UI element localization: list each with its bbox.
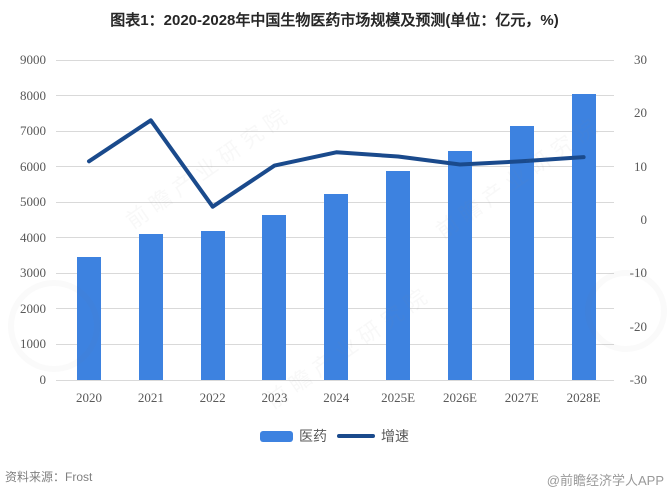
bar-2023	[262, 214, 287, 380]
x-axis-label-2027E: 2027E	[504, 390, 539, 405]
x-axis-label-2024: 2024	[323, 390, 350, 405]
gridline	[56, 59, 614, 61]
y-axis-right-tick-label: 30	[634, 52, 647, 67]
y-axis-right-tick-label: -30	[629, 372, 647, 387]
legend-line-label: 增速	[381, 428, 409, 444]
y-axis-left-tick-label: 5000	[20, 194, 46, 210]
y-axis-left-tick-label: 4000	[20, 229, 46, 245]
bar-2021	[138, 234, 163, 380]
bar-2028E	[571, 93, 596, 380]
source-note: 资料来源：Frost	[5, 470, 93, 484]
x-axis-label-2022: 2022	[199, 390, 226, 405]
legend: 医药 增速	[0, 426, 669, 446]
x-axis-label-2023: 2023	[261, 390, 288, 405]
growth-line	[87, 118, 586, 209]
y-axis-left-tick-label: 1000	[20, 336, 46, 352]
bar-2020	[77, 257, 101, 380]
gridline	[56, 166, 614, 168]
gridline	[56, 130, 614, 132]
y-axis-left-tick-label: 2000	[20, 300, 46, 316]
bar-2027E	[509, 125, 534, 380]
y-axis-left-tick-label: 3000	[20, 265, 46, 281]
y-axis-right-tick-label: -20	[629, 318, 647, 334]
legend-line-swatch	[337, 434, 375, 438]
y-axis-left-tick-label: 0	[39, 372, 47, 387]
bar-2022	[200, 230, 225, 380]
growth-line-chart	[87, 118, 586, 209]
x-axis-label-2025E: 2025E	[381, 390, 416, 405]
x-axis-label-2020: 2020	[76, 390, 102, 405]
bar-2026E	[447, 150, 472, 380]
bar-2024	[324, 194, 349, 380]
bar-2025E	[386, 171, 411, 380]
legend-bar-swatch	[260, 430, 293, 442]
x-axis-label-2028E: 2028E	[566, 390, 601, 405]
y-axis-right-tick-label: -10	[629, 265, 647, 281]
gridline	[56, 379, 614, 381]
y-axis-left-tick-label: 6000	[20, 158, 46, 174]
y-axis-left-tick-label: 8000	[20, 87, 46, 103]
y-axis-right-tick-label: 0	[640, 212, 648, 227]
y-axis-right-tick-label: 20	[634, 105, 647, 121]
legend-bar-label: 医药	[299, 428, 327, 444]
y-axis-left-tick-label: 7000	[20, 123, 46, 139]
chart-title: 图表1：2020-2028年中国生物医药市场规模及预测(单位：亿元，%)	[110, 12, 559, 29]
y-axis-right-tick-label: 10	[634, 158, 647, 174]
x-axis-label-2026E: 2026E	[442, 390, 477, 405]
y-axis-left-tick-label: 9000	[20, 52, 46, 67]
x-axis-label-2021: 2021	[137, 390, 164, 405]
gridline	[56, 95, 614, 97]
credit-note: @前瞻经济学人APP	[546, 473, 664, 488]
